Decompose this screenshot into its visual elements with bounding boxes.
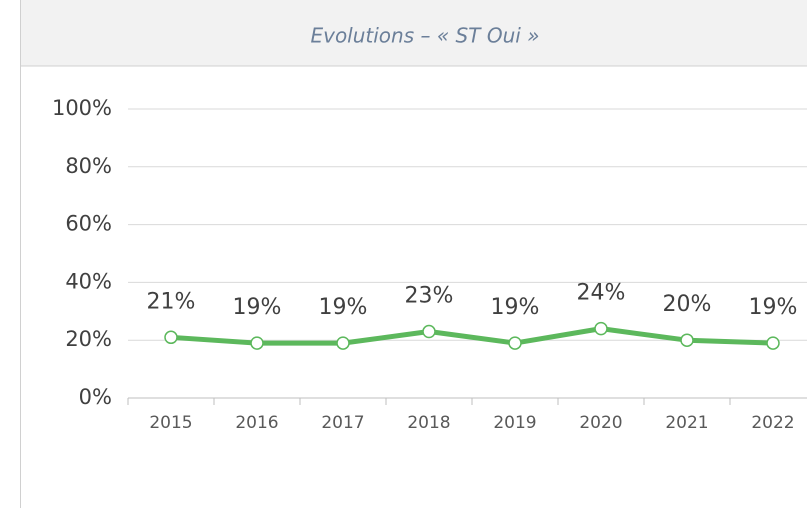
data-label: 19% (749, 295, 798, 320)
data-label: 23% (405, 284, 454, 309)
y-tick-label: 80% (65, 154, 112, 178)
marker (680, 333, 694, 347)
x-tick-label: 2021 (665, 413, 708, 433)
x-tick-label: 2020 (579, 413, 622, 433)
x-tick-label: 2018 (407, 413, 450, 433)
chart-title: Evolutions – « ST Oui » (310, 24, 539, 48)
y-tick-label: 100% (52, 96, 112, 120)
y-tick-label: 20% (65, 327, 112, 351)
marker (336, 336, 350, 350)
x-tick-label: 2015 (149, 413, 192, 433)
y-tick-label: 60% (65, 212, 112, 236)
y-tick-label: 40% (65, 269, 112, 293)
title-bar (20, 0, 807, 66)
data-label: 20% (663, 292, 712, 317)
data-label: 24% (577, 281, 626, 306)
x-tick-label: 2019 (493, 413, 536, 433)
y-tick-label: 0% (79, 385, 112, 409)
marker (508, 336, 522, 350)
marker (250, 336, 264, 350)
data-label: 21% (147, 289, 196, 314)
marker (594, 321, 608, 336)
x-tick-label: 2016 (235, 413, 278, 433)
line (170, 326, 774, 346)
marker (164, 330, 178, 345)
x-tick-label: 2017 (321, 413, 364, 433)
data-label: 19% (233, 295, 282, 320)
data-label: 19% (491, 295, 540, 320)
marker (422, 324, 436, 339)
x-tick-label: 2022 (751, 413, 794, 433)
data-label: 19% (319, 295, 368, 320)
marker (766, 336, 780, 350)
